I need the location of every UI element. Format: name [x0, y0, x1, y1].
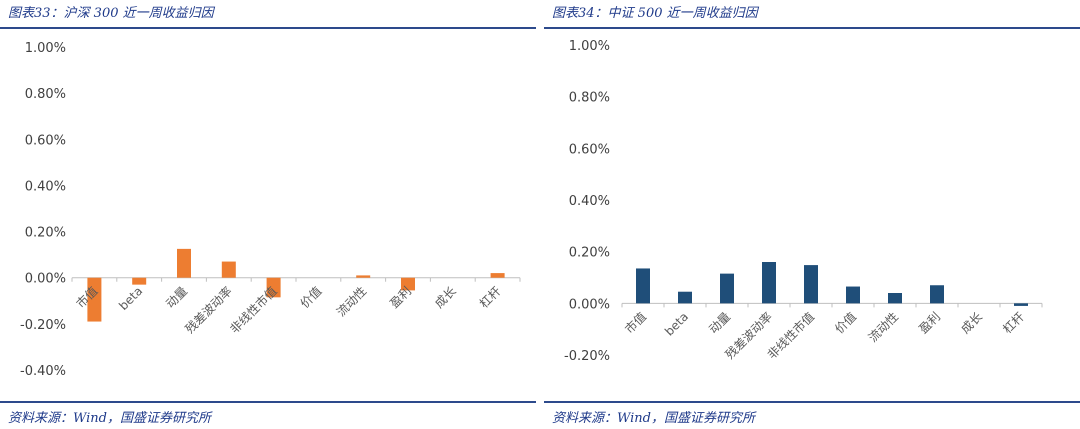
y-tick-label: -0.20%	[20, 318, 66, 333]
bar	[930, 285, 944, 304]
y-tick-label: -0.40%	[20, 364, 66, 379]
bar	[490, 273, 505, 278]
y-tick-label: 0.60%	[25, 133, 66, 148]
x-category-label: 成长	[432, 284, 459, 311]
chart-caption: 图表33：沪深 300 近一周收益归因	[8, 6, 214, 21]
source-note: 资料来源：Wind，国盛证券研究所	[552, 411, 755, 426]
y-tick-label: 0.00%	[25, 272, 66, 287]
chart-caption: 图表34：中证 500 近一周收益归因	[552, 6, 758, 21]
y-tick-label: 0.60%	[569, 142, 610, 157]
y-tick-label: 0.80%	[25, 87, 66, 102]
bar	[846, 286, 860, 304]
x-category-label: 价值	[832, 309, 860, 337]
bar-chart-zz500: 1.00% 0.80% 0.60% 0.40% 0.20% 0.00% -0.20% 市值 be…	[564, 39, 1043, 364]
bar	[720, 273, 734, 304]
bar	[804, 265, 818, 304]
top-rule	[0, 27, 536, 29]
bar-chart-hs300: 1.00% 0.80% 0.60% 0.40% 0.20% 0.00% -0.20% -0.4…	[20, 41, 521, 379]
x-category-label: beta	[116, 284, 145, 313]
bar	[221, 261, 236, 278]
x-category-label: 价值	[297, 283, 325, 311]
y-tick-label: 1.00%	[569, 39, 610, 54]
chart-panel-zz500: 图表34：中证 500 近一周收益归因 1.00% 0.80% 0.60% 0.40%…	[544, 0, 1080, 429]
y-tick-label: 0.20%	[569, 246, 610, 261]
y-tick-label: 0.40%	[25, 179, 66, 194]
bottom-rule	[544, 401, 1080, 403]
bar	[87, 277, 102, 322]
x-category-label: beta	[662, 310, 691, 339]
y-tick-label: 0.20%	[25, 226, 66, 241]
x-category-label: 残差波动率	[182, 283, 235, 336]
x-category-label: 流动性	[334, 284, 369, 319]
bar	[678, 291, 692, 304]
y-tick-label: 1.00%	[25, 41, 66, 56]
bar	[356, 275, 371, 278]
x-category-label: 成长	[958, 310, 985, 337]
x-category-label: 流动性	[866, 310, 901, 345]
bar	[132, 277, 147, 285]
x-category-label: 动量	[706, 310, 733, 337]
bar	[401, 277, 415, 291]
bar	[762, 262, 776, 304]
y-tick-label: -0.20%	[564, 349, 610, 364]
bar	[266, 277, 281, 298]
bar	[888, 293, 902, 304]
bar	[1014, 303, 1028, 306]
y-tick-label: 0.00%	[569, 297, 610, 312]
source-note: 资料来源：Wind，国盛证券研究所	[8, 411, 211, 426]
x-category-label: 动量	[163, 284, 190, 311]
x-category-label: 杠杆	[476, 283, 504, 311]
y-tick-label: 0.80%	[569, 91, 610, 106]
bar	[177, 248, 191, 278]
bottom-rule	[0, 401, 536, 403]
y-tick-label: 0.40%	[569, 194, 610, 209]
chart-panel-hs300: 图表33：沪深 300 近一周收益归因 1.00% 0.80% 0.60% 0.40%…	[0, 0, 536, 429]
x-category-label: 杠杆	[1000, 309, 1028, 337]
top-rule	[544, 27, 1080, 29]
x-category-label: 盈利	[916, 310, 943, 337]
bar	[636, 268, 650, 304]
x-category-label: 非线性市值	[227, 283, 280, 336]
x-category-label: 市值	[622, 309, 650, 337]
